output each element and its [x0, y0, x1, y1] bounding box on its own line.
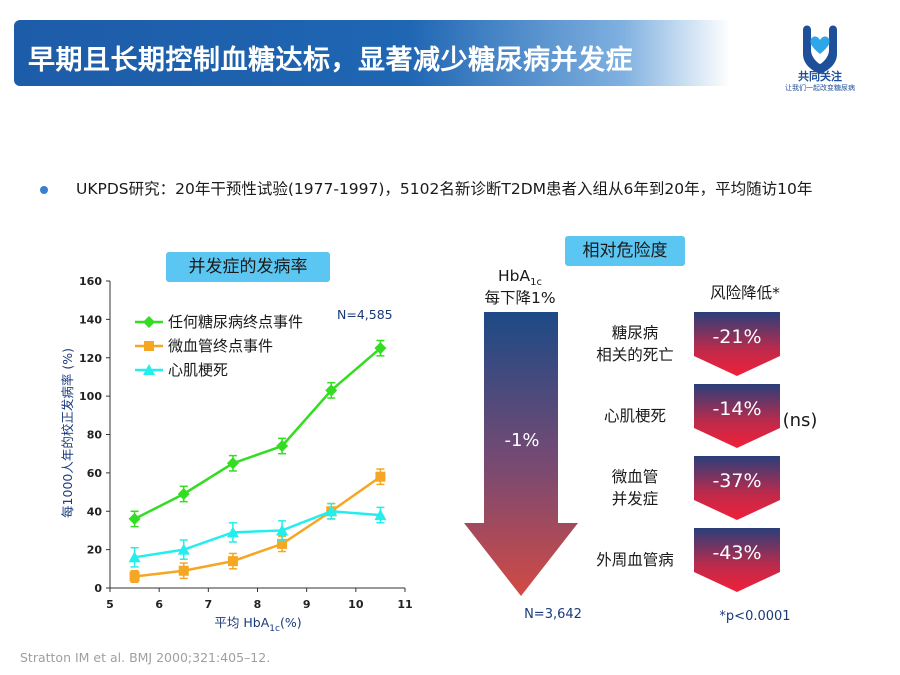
data-point — [226, 526, 239, 538]
chart-annotation: N=4,585 — [337, 307, 393, 322]
hba1c-label-sub: 1c — [530, 277, 542, 289]
legend-label: 任何糖尿病终点事件 — [168, 313, 303, 331]
data-point — [276, 524, 289, 536]
data-point — [375, 471, 386, 482]
x-tick-label: 11 — [397, 598, 412, 611]
page-title: 早期且长期控制血糖达标，显著减少糖尿病并发症 — [28, 45, 633, 76]
data-point — [277, 538, 288, 549]
y-tick-label: 20 — [87, 544, 103, 557]
x-tick-label: 10 — [348, 598, 364, 611]
x-tick-label: 7 — [205, 598, 213, 611]
y-axis-label: 每1000人年的校正发病率 (%) — [60, 348, 75, 518]
y-tick-label: 140 — [79, 313, 102, 326]
series-line-0 — [134, 347, 382, 521]
data-point — [128, 512, 141, 525]
legend-label: 微血管终点事件 — [168, 337, 273, 355]
risk-badge-arrow-icon — [694, 384, 780, 448]
y-tick-label: 160 — [79, 275, 102, 288]
significance-footnote: *p<0.0001 — [719, 609, 791, 624]
risk-section-tag: 相对危险度 — [565, 236, 685, 266]
arrow-value: -1% — [504, 430, 540, 451]
risk-label-line2: 并发症 — [611, 490, 659, 508]
y-tick-label: 80 — [87, 429, 103, 442]
risk-label-line1: 心肌梗死 — [603, 407, 666, 425]
hba1c-label-main: HbA — [498, 267, 531, 285]
risk-reduction-value: -14% — [712, 398, 762, 420]
data-point — [129, 571, 140, 582]
heart-hands-logo-icon — [803, 25, 837, 74]
incidence-line-chart: 0 20 40 60 80 100 120 140 160 5 6 7 8 9 10 11 任何糖尿病终点事件… — [60, 275, 413, 634]
risk-badge-arrow-icon — [694, 528, 780, 592]
study-description: UKPDS研究：20年干预性试验(1977-1997)，5102名新诊断T2DM… — [76, 180, 813, 198]
x-tick-label: 6 — [155, 598, 163, 611]
series-line-2 — [134, 509, 381, 559]
data-point — [227, 556, 238, 567]
ns-label: (ns) — [782, 410, 818, 431]
risk-badge-arrow-icon — [694, 456, 780, 520]
x-tick-label: 8 — [254, 598, 262, 611]
legend-label: 心肌梗死 — [168, 361, 228, 379]
risk-reduction-value: -37% — [712, 470, 762, 492]
risk-label-line2: 相关的死亡 — [596, 346, 674, 364]
bullet-dot — [40, 186, 48, 194]
y-tick-label: 120 — [79, 352, 102, 365]
title-bar — [14, 20, 730, 86]
data-point — [177, 543, 190, 555]
logo-slogan: 让我们一起改变糖尿病 — [785, 84, 855, 92]
x-axis-label-main: 平均 HbA — [214, 615, 269, 630]
data-point — [276, 440, 289, 453]
n-label: N=3,642 — [524, 607, 582, 622]
hba1c-decrease-label: 每下降1% — [484, 289, 556, 307]
risk-reduction-value: -21% — [712, 326, 762, 348]
y-tick-label: 60 — [87, 467, 103, 480]
x-axis-label-unit: (%) — [280, 615, 302, 630]
x-tick-label: 9 — [303, 598, 311, 611]
risk-reduction-header: 风险降低* — [710, 284, 780, 302]
legend-marker — [143, 316, 155, 328]
series-line-1 — [134, 475, 382, 578]
data-point — [374, 342, 387, 355]
y-tick-label: 0 — [94, 582, 102, 595]
logo-name: 共同关注 — [798, 70, 842, 83]
data-point — [325, 384, 338, 397]
data-point — [325, 505, 338, 517]
risk-badge-arrow-icon — [694, 312, 780, 376]
hba1c-label: HbA1c — [470, 265, 570, 294]
data-point — [178, 565, 189, 576]
risk-label-line1: 糖尿病 — [611, 324, 659, 342]
risk-label-line1: 外周血管病 — [596, 551, 674, 569]
legend-marker — [143, 364, 155, 375]
data-point — [128, 551, 141, 563]
data-point — [226, 457, 239, 470]
legend-marker — [144, 341, 154, 351]
risk-reduction-value: -43% — [712, 542, 762, 564]
x-axis-label-sub: 1c — [269, 624, 280, 634]
x-axis-label: 平均 HbA1c(%) — [214, 615, 301, 634]
y-tick-label: 100 — [79, 390, 102, 403]
decrease-arrow-icon — [464, 312, 578, 596]
chart-section-tag: 并发症的发病率 — [166, 252, 330, 282]
risk-label-line1: 微血管 — [611, 468, 659, 486]
reference-citation: Stratton IM et al. BMJ 2000;321:405–12. — [20, 650, 271, 665]
data-point — [374, 509, 387, 521]
y-tick-label: 40 — [87, 505, 103, 518]
data-point — [177, 487, 190, 500]
x-tick-label: 5 — [106, 598, 114, 611]
